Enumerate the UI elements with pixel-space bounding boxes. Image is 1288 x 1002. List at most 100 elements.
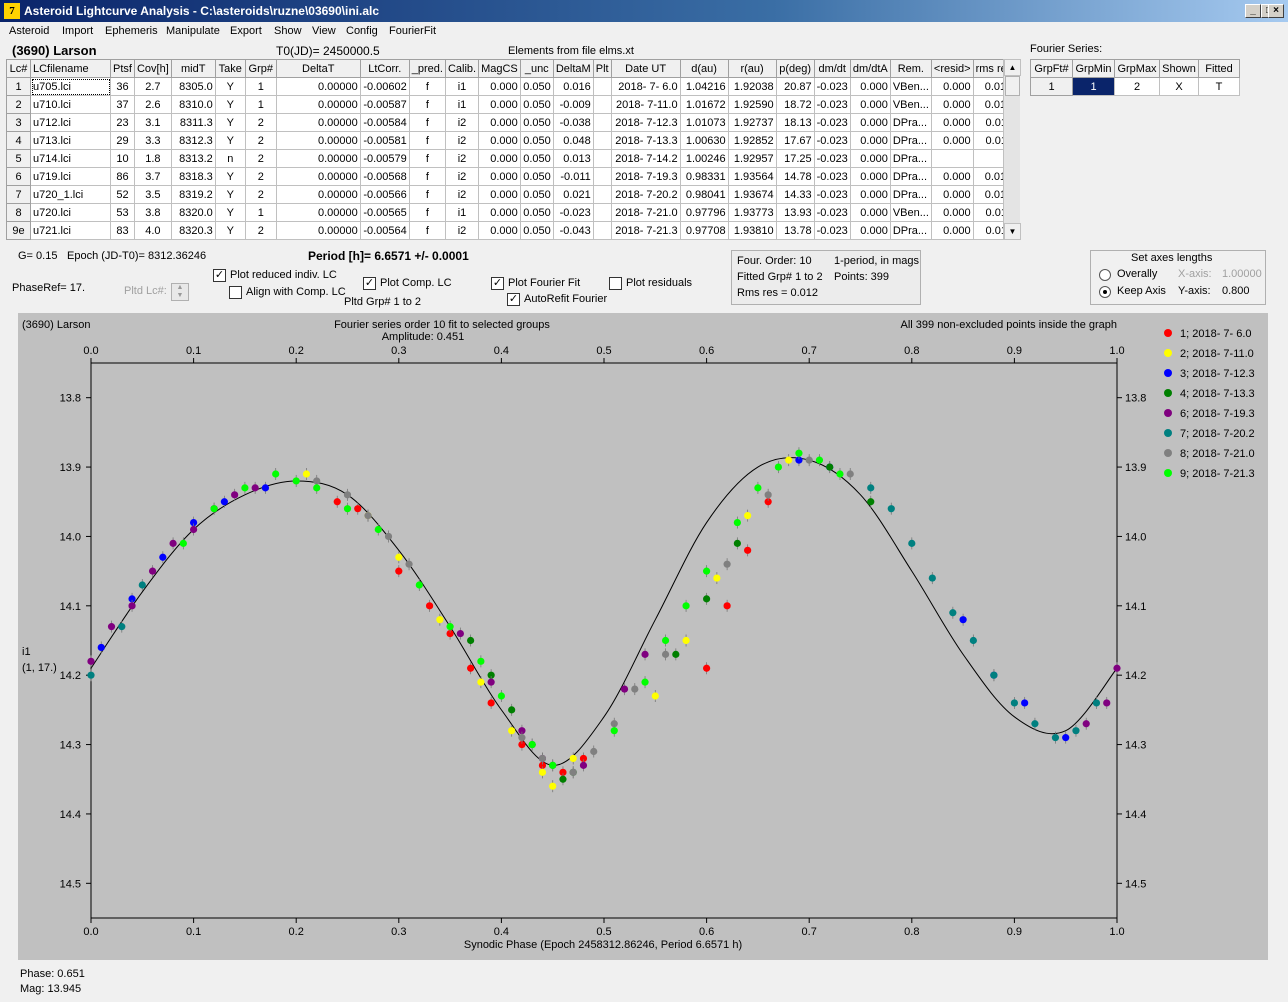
- keep-axis-radio[interactable]: [1099, 286, 1111, 298]
- table-row[interactable]: 4 u713.lci 29 3.3 8312.3 Y 2 0.00000 -0.00581 f i2…: [6, 131, 1016, 150]
- table-cell[interactable]: 1.93773: [727, 203, 777, 222]
- table-cell[interactable]: n: [214, 149, 246, 168]
- table-cell[interactable]: VBen...: [889, 203, 932, 222]
- table-cell[interactable]: u705.lci: [30, 77, 111, 96]
- table-cell[interactable]: 0.000: [478, 185, 521, 204]
- table-cell[interactable]: 14.78: [775, 167, 815, 186]
- row-header[interactable]: 3: [6, 113, 31, 132]
- table-cell[interactable]: 1.92852: [727, 131, 777, 150]
- table-cell[interactable]: DPra...: [889, 149, 932, 168]
- table-cell[interactable]: 0.00000: [275, 149, 361, 168]
- menu-asteroid[interactable]: Asteroid: [9, 25, 50, 37]
- table-cell[interactable]: -0.00602: [359, 77, 410, 96]
- table-cell[interactable]: u720_1.lci: [30, 185, 111, 204]
- column-header[interactable]: _unc: [519, 59, 554, 78]
- table-cell[interactable]: -0.023: [813, 95, 851, 114]
- row-header[interactable]: 2: [6, 95, 31, 114]
- column-header[interactable]: LtCorr.: [359, 59, 410, 78]
- menu-show[interactable]: Show: [274, 25, 302, 37]
- table-cell[interactable]: 2: [244, 185, 277, 204]
- table-cell[interactable]: 29: [110, 131, 135, 150]
- table-cell[interactable]: 0.00000: [275, 185, 361, 204]
- table-cell[interactable]: 0.050: [519, 149, 554, 168]
- table-cell[interactable]: 2018- 7-20.2: [610, 185, 681, 204]
- overally-radio[interactable]: [1099, 269, 1111, 281]
- table-cell[interactable]: u713.lci: [30, 131, 111, 150]
- table-cell[interactable]: 0.000: [478, 203, 521, 222]
- table-cell[interactable]: 0.013: [552, 149, 594, 168]
- table-cell[interactable]: 10: [110, 149, 135, 168]
- lightcurve-table[interactable]: Lc# LCfilename Ptsf Cov[h] midT Take Grp# Delta…: [6, 59, 1016, 240]
- column-header[interactable]: DeltaT: [275, 59, 361, 78]
- row-header[interactable]: 4: [6, 131, 31, 150]
- table-cell[interactable]: 8318.3: [170, 167, 216, 186]
- table-cell[interactable]: 0.021: [552, 185, 594, 204]
- table-cell[interactable]: 8320.3: [170, 221, 216, 240]
- table-cell[interactable]: 0.000: [849, 77, 891, 96]
- table-cell[interactable]: DPra...: [889, 185, 932, 204]
- table-cell[interactable]: -0.009: [552, 95, 594, 114]
- table-cell[interactable]: 2.7: [133, 77, 172, 96]
- column-header[interactable]: Cov[h]: [133, 59, 172, 78]
- table-cell[interactable]: [592, 77, 612, 96]
- table-cell[interactable]: 0.000: [849, 185, 891, 204]
- table-cell[interactable]: u721.lci: [30, 221, 111, 240]
- table-cell[interactable]: -0.00566: [359, 185, 410, 204]
- table-cell[interactable]: 2.6: [133, 95, 172, 114]
- table-cell[interactable]: 2018- 7-11.0: [610, 95, 681, 114]
- table-cell[interactable]: 0.00000: [275, 113, 361, 132]
- table-cell[interactable]: u714.lci: [30, 149, 111, 168]
- table-cell[interactable]: [592, 203, 612, 222]
- column-header[interactable]: Plt: [592, 59, 612, 78]
- table-cell[interactable]: f: [408, 149, 446, 168]
- table-cell[interactable]: Y: [214, 221, 246, 240]
- table-cell[interactable]: 0.00000: [275, 131, 361, 150]
- column-header[interactable]: Ptsf: [110, 59, 135, 78]
- table-cell[interactable]: -0.00568: [359, 167, 410, 186]
- table-cell[interactable]: 0.00000: [275, 203, 361, 222]
- table-row[interactable]: 2 u710.lci 37 2.6 8310.0 Y 1 0.00000 -0.00587 f i1…: [6, 95, 1016, 114]
- table-cell[interactable]: 0.048: [552, 131, 594, 150]
- table-cell[interactable]: 3.3: [133, 131, 172, 150]
- menu-export[interactable]: Export: [230, 25, 262, 37]
- table-cell[interactable]: i2: [444, 167, 480, 186]
- fourier-cell[interactable]: X: [1159, 77, 1199, 96]
- table-cell[interactable]: u710.lci: [30, 95, 111, 114]
- table-cell[interactable]: 0.000: [849, 131, 891, 150]
- table-cell[interactable]: [592, 95, 612, 114]
- column-header[interactable]: p(deg): [775, 59, 815, 78]
- minimize-button[interactable]: _: [1245, 4, 1261, 18]
- column-header[interactable]: MagCS: [478, 59, 521, 78]
- fourier-series-table[interactable]: GrpFt# GrpMin GrpMax Shown Fitted 1 1 2 X T: [1030, 59, 1240, 96]
- table-cell[interactable]: -0.023: [813, 113, 851, 132]
- table-cell[interactable]: 1.92737: [727, 113, 777, 132]
- table-cell[interactable]: f: [408, 95, 446, 114]
- table-cell[interactable]: 0.00000: [275, 95, 361, 114]
- table-cell[interactable]: 0.050: [519, 221, 554, 240]
- table-cell[interactable]: -0.023: [813, 203, 851, 222]
- table-cell[interactable]: DPra...: [889, 131, 932, 150]
- table-cell[interactable]: VBen...: [889, 95, 932, 114]
- table-cell[interactable]: 0.000: [930, 77, 974, 96]
- table-cell[interactable]: 8320.0: [170, 203, 216, 222]
- table-cell[interactable]: 0.000: [930, 167, 974, 186]
- table-cell[interactable]: [592, 131, 612, 150]
- table-cell[interactable]: -0.023: [813, 167, 851, 186]
- table-cell[interactable]: [592, 185, 612, 204]
- table-cell[interactable]: 0.000: [849, 203, 891, 222]
- table-cell[interactable]: DPra...: [889, 167, 932, 186]
- table-cell[interactable]: f: [408, 203, 446, 222]
- table-cell[interactable]: 0.000: [478, 131, 521, 150]
- table-cell[interactable]: DPra...: [889, 221, 932, 240]
- fourier-cell[interactable]: 2: [1114, 77, 1160, 96]
- column-header[interactable]: d(au): [679, 59, 729, 78]
- table-cell[interactable]: -0.00564: [359, 221, 410, 240]
- table-cell[interactable]: i2: [444, 221, 480, 240]
- column-header[interactable]: midT: [170, 59, 216, 78]
- table-cell[interactable]: 23: [110, 113, 135, 132]
- table-cell[interactable]: 0.050: [519, 113, 554, 132]
- table-cell[interactable]: 18.72: [775, 95, 815, 114]
- column-header[interactable]: Grp#: [244, 59, 277, 78]
- column-header[interactable]: LCfilename: [30, 59, 111, 78]
- table-cell[interactable]: f: [408, 185, 446, 204]
